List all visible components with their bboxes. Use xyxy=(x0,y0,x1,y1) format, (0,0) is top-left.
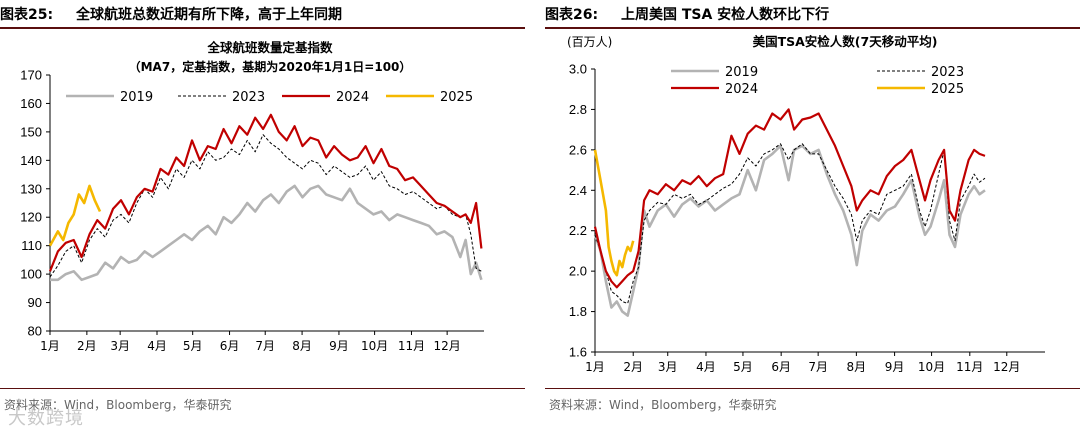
watermark-text: 大数跨境 xyxy=(8,408,84,429)
y-tick-label: 140 xyxy=(20,153,42,168)
y-tick-label: 100 xyxy=(20,267,42,282)
top-rule xyxy=(545,27,1080,29)
y-tick-label: 2.2 xyxy=(569,223,587,238)
flights-index-chart: 80 90 100 110 120 130 140 150 160 170 1月 2月 3月 4月 5月 6月… xyxy=(20,40,484,353)
y-tick-label: 3.0 xyxy=(569,62,587,77)
x-tick-label: 12月 xyxy=(433,339,460,353)
legend-label-2024: 2024 xyxy=(725,82,758,97)
x-tick-label: 4月 xyxy=(696,360,716,374)
x-tick-label: 3月 xyxy=(658,360,678,374)
x-tick-label: 10月 xyxy=(361,339,388,353)
y-tick-label: 2.4 xyxy=(569,183,587,198)
x-tick-label: 7月 xyxy=(808,360,828,374)
legend-label-2019: 2019 xyxy=(725,65,758,80)
bottom-rule xyxy=(545,388,1080,389)
x-tick-label: 6月 xyxy=(220,339,240,353)
chart-subtitle: （MA7，定基指数，基期为2020年1月1日=100） xyxy=(129,59,412,74)
figure-heading: 全球航班总数近期有所下降，高于上年同期 xyxy=(75,7,342,23)
x-tick-label: 9月 xyxy=(885,360,905,374)
x-tick-label: 5月 xyxy=(733,360,753,374)
figure-label: 图表26: xyxy=(545,7,599,23)
y-tick-label: 120 xyxy=(20,210,42,225)
legend-label-2023: 2023 xyxy=(232,90,265,105)
legend-label-2019: 2019 xyxy=(120,90,153,105)
figure-heading: 上周美国 TSA 安检人数环比下行 xyxy=(620,7,830,23)
bottom-rule xyxy=(0,388,525,389)
x-tick-label: 1月 xyxy=(40,339,60,353)
series-line-2025 xyxy=(48,184,102,247)
x-tick-label: 11月 xyxy=(398,339,425,353)
x-tick-label: 12月 xyxy=(993,360,1020,374)
legend-label-2025: 2025 xyxy=(440,90,473,105)
y-tick-label: 2.0 xyxy=(569,264,587,279)
y-tick-label: 170 xyxy=(20,68,42,83)
series-line-2024 xyxy=(593,108,986,289)
top-rule xyxy=(0,27,525,29)
chart-title: 美国TSA安检人数(7天移动平均) xyxy=(753,34,938,49)
y-axis-label: (百万人) xyxy=(567,35,612,49)
y-tick-label: 1.8 xyxy=(569,304,587,319)
x-tick-label: 10月 xyxy=(918,360,945,374)
figure-26: 图表26: 上周美国 TSA 安检人数环比下行 1.6 1.8 2.0 2.2 2.4 2… xyxy=(545,0,1080,436)
x-tick-label: 7月 xyxy=(255,339,275,353)
x-tick-label: 2月 xyxy=(623,360,643,374)
series-line-2019 xyxy=(593,144,986,317)
legend-label-2024: 2024 xyxy=(336,90,369,105)
source-note: 资料来源：Wind，Bloomberg，华泰研究 xyxy=(549,398,777,412)
series-line-2023 xyxy=(49,134,482,278)
x-tick-label: 9月 xyxy=(329,339,349,353)
x-tick-label: 11月 xyxy=(956,360,983,374)
legend-label-2023: 2023 xyxy=(931,65,964,80)
source-note: 资料来源：Wind，Bloomberg，华泰研究 xyxy=(4,398,232,412)
x-tick-label: 6月 xyxy=(771,360,791,374)
y-tick-label: 1.6 xyxy=(569,345,587,360)
series-line-2024 xyxy=(48,113,483,272)
x-tick-label: 4月 xyxy=(147,339,167,353)
x-tick-label: 3月 xyxy=(110,339,130,353)
figure-title: 图表25: 全球航班总数近期有所下降，高于上年同期 xyxy=(0,4,342,24)
y-tick-label: 160 xyxy=(20,96,42,111)
series-line-2025 xyxy=(593,149,635,277)
tsa-screening-chart: 1.6 1.8 2.0 2.2 2.4 2.6 2.8 3.0 1月 2月 3月 4月 5月 6月 7月 8月… xyxy=(567,34,1045,374)
x-tick-label: 8月 xyxy=(847,360,867,374)
figure-title: 图表26: 上周美国 TSA 安检人数环比下行 xyxy=(545,4,829,24)
y-tick-label: 2.6 xyxy=(569,142,587,157)
figure-25: 图表25: 全球航班总数近期有所下降，高于上年同期 80 90 100 110 120 1… xyxy=(0,0,525,436)
y-tick-label: 80 xyxy=(28,324,42,339)
figure-label: 图表25: xyxy=(0,7,54,23)
series-line-2019 xyxy=(50,184,483,282)
y-tick-label: 130 xyxy=(20,181,42,196)
x-tick-label: 5月 xyxy=(183,339,203,353)
series-line-2023 xyxy=(594,143,986,304)
y-tick-label: 90 xyxy=(28,295,42,310)
x-tick-label: 8月 xyxy=(292,339,312,353)
y-tick-label: 110 xyxy=(21,238,42,253)
x-tick-label: 2月 xyxy=(77,339,97,353)
y-tick-label: 150 xyxy=(20,124,42,139)
y-tick-label: 2.8 xyxy=(569,102,587,117)
chart-title: 全球航班数量定基指数 xyxy=(206,40,333,55)
legend-label-2025: 2025 xyxy=(931,82,964,97)
x-tick-label: 1月 xyxy=(585,360,605,374)
